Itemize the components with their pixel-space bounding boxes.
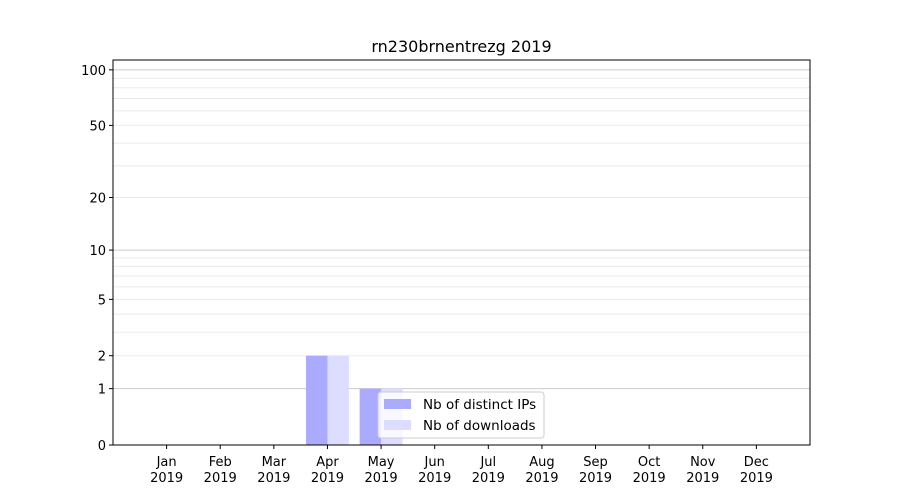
x-tick-label: Jan 2019: [150, 455, 183, 486]
x-tick-label: Mar 2019: [257, 455, 290, 486]
legend-box: [377, 391, 545, 439]
y-tick-label: 10: [89, 244, 106, 259]
y-axis: 0 1 2 5 10 20 50 100: [81, 64, 113, 454]
legend-label-downloads: Nb of downloads: [423, 418, 536, 434]
x-tick-label: Jun 2019: [418, 455, 451, 486]
legend-swatch-downloads: [384, 420, 411, 430]
bar-downloads: [327, 355, 349, 445]
x-axis: Jan 2019 Feb 2019 Mar 2019 Apr 2019 May 2019 Jun 20…: [150, 445, 773, 486]
x-tick-label: Aug 2019: [525, 455, 558, 486]
grid: [113, 69, 810, 390]
bar-ips: [359, 388, 382, 445]
x-tick-label: Jul 2019: [472, 455, 505, 486]
y-tick-label: 20: [89, 192, 106, 207]
y-tick-label: 0: [98, 439, 106, 454]
x-tick-label: Apr 2019: [311, 455, 344, 486]
y-tick-label: 2: [98, 350, 106, 365]
x-tick-label: Nov 2019: [686, 455, 719, 486]
y-tick-label: 50: [89, 119, 106, 134]
x-tick-label: Dec 2019: [740, 455, 773, 486]
y-tick-label: 1: [98, 383, 106, 398]
y-tick-label: 5: [98, 293, 106, 308]
chart-title: rn230brnentrezg 2019: [371, 37, 551, 56]
x-tick-label: May 2019: [365, 455, 398, 486]
legend-label-ips: Nb of distinct IPs: [423, 397, 536, 413]
x-tick-label: Sep 2019: [579, 455, 612, 486]
bar-ips: [306, 355, 328, 445]
plot-frame: [112, 59, 811, 446]
legend-swatch-ips: [384, 399, 411, 409]
x-tick-label: Oct 2019: [633, 455, 666, 486]
x-tick-label: Feb 2019: [204, 455, 237, 486]
y-tick-label: 100: [81, 64, 106, 79]
legend: Nb of distinct IPs Nb of downloads: [377, 391, 545, 439]
